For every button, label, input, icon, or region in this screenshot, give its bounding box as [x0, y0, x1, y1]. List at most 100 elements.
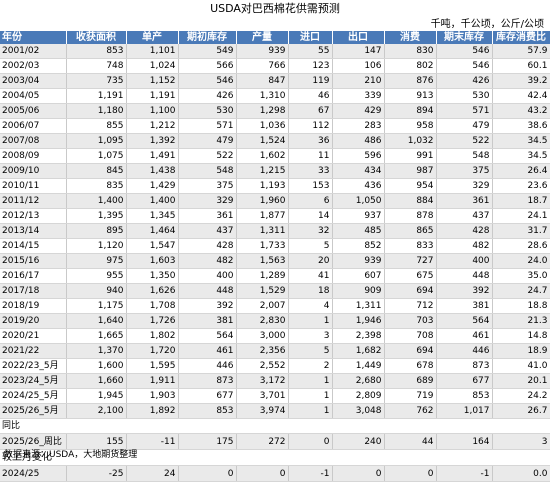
cell-harvest-area: 1,075	[66, 148, 127, 164]
cell-import: 67	[288, 103, 333, 119]
cell-stock-use-ratio: 38.6	[492, 118, 550, 134]
cell-import: 1	[288, 373, 333, 389]
cell-export: 0	[332, 465, 385, 482]
cell-yield: 1,464	[126, 223, 179, 239]
cell-beginning-stock: 522	[178, 148, 237, 164]
cell-yield: 1,626	[126, 283, 179, 299]
col-header-beginning-stock: 期初库存	[178, 31, 237, 44]
cell-yield: 1,212	[126, 118, 179, 134]
cell-year: 2009/10	[0, 163, 67, 179]
cell-import: 153	[288, 178, 333, 194]
cell-consumption: 987	[384, 163, 437, 179]
cell-ending-stock: 873	[436, 358, 493, 374]
cell-harvest-area: 1,660	[66, 373, 127, 389]
cell-beginning-stock: 446	[178, 358, 237, 374]
col-header-export: 出口	[332, 31, 385, 44]
supply-demand-table: 年份 收获面积 单产 期初库存 产量 进口 出口 消费 期末库存 库存消费比 2…	[0, 31, 550, 482]
cell-production: 3,172	[236, 373, 289, 389]
cell-ending-stock: 546	[436, 44, 493, 59]
table-row: 2008/09 1,075 1,491 522 1,602 11 596 991 548 34.5	[0, 148, 550, 164]
cell-import: 5	[288, 343, 333, 359]
table-row: 2009/10 845 1,438 548 1,215 33 434 987 375 26.4	[0, 163, 550, 179]
cell-production: 1,311	[236, 223, 289, 239]
cell-consumption: 727	[384, 253, 437, 269]
cell-year: 2003/04	[0, 73, 67, 89]
cell-production: 2,830	[236, 313, 289, 329]
cell-import: 11	[288, 148, 333, 164]
cell-import: 14	[288, 208, 333, 224]
table-row: 2005/06 1,180 1,100 530 1,298 67 429 894 571 43.2	[0, 103, 550, 119]
table-row: 2004/05 1,191 1,191 426 1,310 46 339 913 530 42.4	[0, 88, 550, 104]
cell-ending-stock: 437	[436, 208, 493, 224]
mom-row: 2024/25 -25 24 0 0 -1 0 0 -1 0.0	[0, 465, 550, 482]
cell-import: 41	[288, 268, 333, 284]
cell-harvest-area: 1,180	[66, 103, 127, 119]
cell-stock-use-ratio: 23.6	[492, 178, 550, 194]
cell-production: 3,000	[236, 328, 289, 344]
cell-ending-stock: 400	[436, 253, 493, 269]
cell-ending-stock: 546	[436, 58, 493, 74]
cell-consumption: 833	[384, 238, 437, 254]
cell-consumption: 913	[384, 88, 437, 104]
cell-stock-use-ratio: 24.7	[492, 283, 550, 299]
page-title: USDA对巴西棉花供需预测	[210, 2, 340, 15]
cell-beginning-stock: 479	[178, 133, 237, 149]
cell-year: 2006/07	[0, 118, 67, 134]
col-header-ending-stock: 期末库存	[436, 31, 493, 44]
cell-stock-use-ratio: 35.0	[492, 268, 550, 284]
cell-yield: 1,903	[126, 388, 179, 404]
col-header-yield: 单产	[126, 31, 179, 44]
cell-beginning-stock: 566	[178, 58, 237, 74]
cell-yield: 1,726	[126, 313, 179, 329]
cell-production: 939	[236, 44, 289, 59]
cell-yield: 1,100	[126, 103, 179, 119]
table-row: 2001/02 853 1,101 549 939 55 147 830 546 57.9	[0, 44, 550, 59]
cell-export: 852	[332, 238, 385, 254]
cell-stock-use-ratio: 14.8	[492, 328, 550, 344]
cell-year: 2025/26_周比	[0, 433, 67, 450]
cell-stock-use-ratio: 57.9	[492, 44, 550, 59]
cell-ending-stock: 530	[436, 88, 493, 104]
cell-stock-use-ratio: 26.7	[492, 403, 550, 419]
cell-import: 112	[288, 118, 333, 134]
cell-stock-use-ratio: 39.2	[492, 73, 550, 89]
cell-beginning-stock: 546	[178, 73, 237, 89]
cell-export: 1,946	[332, 313, 385, 329]
cell-yield: 1,892	[126, 403, 179, 419]
cell-stock-use-ratio: 0.0	[492, 465, 550, 482]
cell-harvest-area: 845	[66, 163, 127, 179]
cell-year: 2013/14	[0, 223, 67, 239]
section-yoy: 同比	[0, 418, 550, 434]
table-row: 2003/04 735 1,152 546 847 119 210 876 426 39.2	[0, 73, 550, 89]
cell-export: 1,311	[332, 298, 385, 314]
table-row: 2018/19 1,175 1,708 392 2,007 4 1,311 712 381 18.…	[0, 298, 550, 314]
cell-production: 1,563	[236, 253, 289, 269]
cell-import: 119	[288, 73, 333, 89]
cell-beginning-stock: 329	[178, 193, 237, 209]
table-row: 2025/26_5月 2,100 1,892 853 3,974 1 3,048 762 1,0…	[0, 403, 550, 419]
cell-yield: 1,429	[126, 178, 179, 194]
cell-ending-stock: 448	[436, 268, 493, 284]
yoy-row: 2025/26_周比 155 -11 175 272 0 240 44 164 3	[0, 433, 550, 450]
table-header-row: 年份 收获面积 单产 期初库存 产量 进口 出口 消费 期末库存 库存消费比	[0, 31, 550, 44]
cell-stock-use-ratio: 26.4	[492, 163, 550, 179]
cell-yield: 1,350	[126, 268, 179, 284]
cell-production: 1,289	[236, 268, 289, 284]
cell-export: 485	[332, 223, 385, 239]
cell-consumption: 762	[384, 403, 437, 419]
table-row: 2014/15 1,120 1,547 428 1,733 5 852 833 482 28.6	[0, 238, 550, 254]
cell-export: 339	[332, 88, 385, 104]
cell-beginning-stock: 448	[178, 283, 237, 299]
cell-export: 106	[332, 58, 385, 74]
table-row: 2020/21 1,665 1,802 564 3,000 3 2,398 708 461 14.…	[0, 328, 550, 344]
cell-yield: 1,345	[126, 208, 179, 224]
cell-export: 434	[332, 163, 385, 179]
cell-ending-stock: 1,017	[436, 403, 493, 419]
cell-year: 2014/15	[0, 238, 67, 254]
cell-import: 1	[288, 313, 333, 329]
section-mom-label: 较上月变化	[0, 449, 550, 466]
cell-harvest-area: 975	[66, 253, 127, 269]
table-row: 2021/22 1,370 1,720 461 2,356 5 1,682 694 446 18.…	[0, 343, 550, 359]
cell-import: 4	[288, 298, 333, 314]
cell-export: 937	[332, 208, 385, 224]
